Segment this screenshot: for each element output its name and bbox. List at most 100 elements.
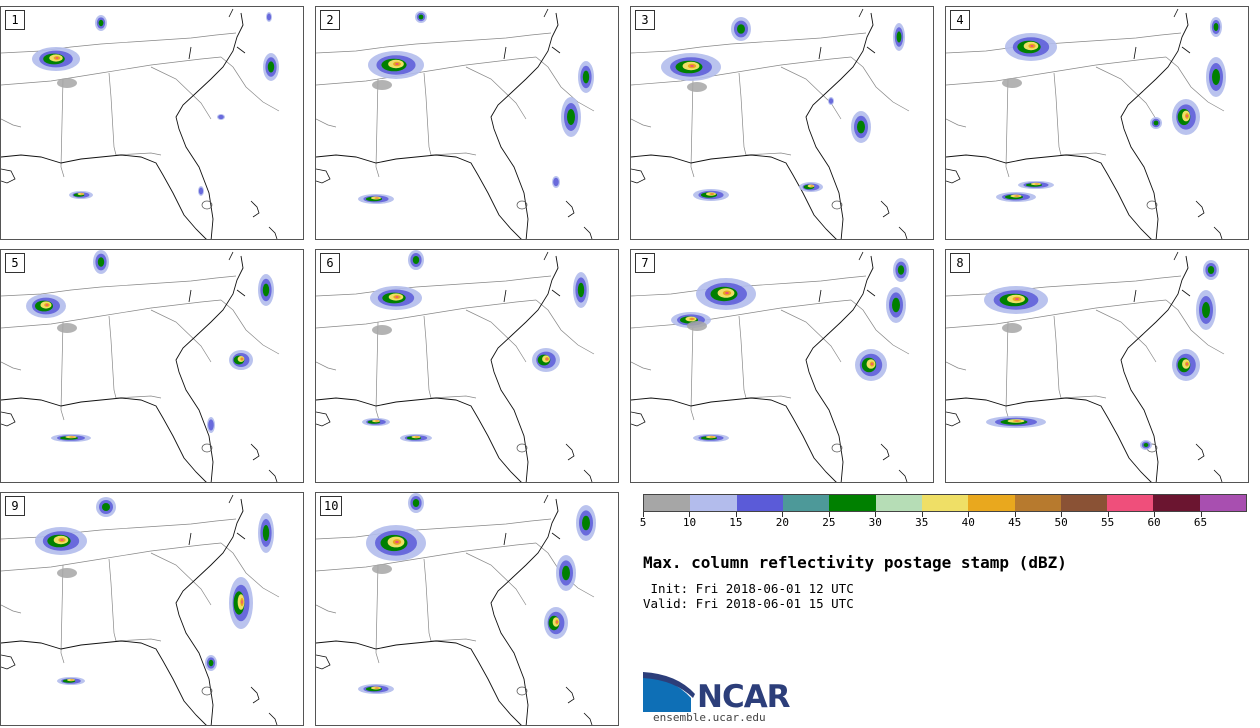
precip-core [98, 19, 104, 27]
colorbar-tick [1061, 512, 1063, 517]
ncar-logo-icon [643, 672, 695, 712]
precip-cell [553, 177, 559, 187]
colorbar-swatch [736, 495, 783, 511]
precip-core [416, 436, 418, 438]
colorbar-tick [875, 512, 877, 517]
init-time: Init: Fri 2018-06-01 12 UTC [643, 581, 854, 596]
colorbar-tick-label: 20 [775, 516, 789, 529]
colorbar-tick [1154, 512, 1156, 517]
precip-core [395, 63, 399, 65]
map-svg [316, 8, 595, 239]
colorbar-tick-label: 10 [682, 516, 697, 529]
colorbar-swatch [1014, 495, 1061, 511]
colorbar-tick-label: 50 [1054, 516, 1068, 529]
member-panel-4: 4 [945, 6, 1249, 240]
light-precip [687, 321, 707, 331]
light-precip [372, 80, 392, 90]
light-precip [372, 325, 392, 335]
precip-core [811, 185, 813, 187]
light-precip [57, 568, 77, 578]
precip-core [71, 679, 73, 681]
member-label: 9 [5, 496, 25, 516]
precip-core [262, 283, 270, 297]
colorbar-tick-label: 60 [1147, 516, 1161, 529]
precip-core [395, 540, 399, 544]
colorbar-tick [782, 512, 784, 517]
colorbar [643, 494, 1247, 512]
precip-core [1143, 443, 1149, 447]
colorbar-tick [1200, 512, 1202, 517]
member-label: 6 [320, 253, 340, 273]
precip-core [577, 282, 585, 298]
colorbar-swatch [782, 495, 830, 511]
precip-core [546, 358, 548, 360]
map-svg [1, 494, 280, 725]
member-panel-2: 2 [315, 6, 619, 240]
map-svg [316, 250, 595, 482]
member-panel-1: 1 [0, 6, 304, 240]
precip-cell [828, 98, 834, 104]
member-label: 4 [950, 10, 970, 30]
precip-core [567, 109, 575, 125]
precip-core [60, 539, 64, 541]
precip-core [1186, 114, 1188, 118]
colorbar-swatch [690, 495, 737, 511]
precip-core [1202, 302, 1210, 318]
precip-core [1015, 420, 1019, 422]
colorbar-tick-label: 15 [729, 516, 743, 529]
precip-core [1186, 362, 1188, 366]
map-svg [946, 251, 1225, 482]
light-precip [372, 564, 392, 574]
precip-core [871, 362, 873, 366]
map-svg [631, 251, 910, 482]
precip-cell [218, 114, 224, 120]
precip-core [1153, 120, 1159, 126]
colorbar-swatch [1107, 495, 1154, 511]
precip-core [690, 318, 694, 320]
precip-core [267, 61, 275, 73]
light-precip [57, 78, 77, 88]
colorbar-swatch [968, 495, 1015, 511]
colorbar-tick-label: 35 [915, 516, 929, 529]
precip-cell [266, 13, 272, 21]
precip-core [710, 193, 714, 195]
light-precip [1002, 323, 1022, 333]
colorbar-swatch [1060, 495, 1108, 511]
precip-core [412, 499, 420, 507]
precip-core [1015, 195, 1019, 197]
member-panel-7: 7 [630, 249, 934, 483]
member-label: 10 [320, 496, 343, 516]
member-label: 7 [635, 253, 655, 273]
precip-core [562, 565, 570, 581]
valid-time: Valid: Fri 2018-06-01 15 UTC [643, 596, 854, 611]
precip-core [97, 257, 105, 267]
precip-core [1212, 69, 1220, 85]
precip-core [1015, 298, 1019, 300]
precip-core [582, 70, 590, 84]
member-panel-10: 10 [315, 492, 619, 726]
colorbar-tick-label: 40 [961, 516, 975, 529]
colorbar-tick [643, 512, 644, 517]
init-valid-info: Init: Fri 2018-06-01 12 UTC Valid: Fri 2… [643, 581, 854, 611]
precip-core [556, 620, 558, 624]
member-panel-9: 9 [0, 492, 304, 726]
precip-cell [198, 187, 204, 195]
colorbar-tick [1107, 512, 1109, 517]
colorbar-swatch [829, 495, 876, 511]
map-svg [1, 250, 280, 482]
precip-core [1030, 45, 1034, 47]
member-label: 2 [320, 10, 340, 30]
precip-core [737, 24, 745, 34]
precip-core [375, 197, 379, 199]
light-precip [687, 82, 707, 92]
colorbar-tick [689, 512, 691, 517]
precip-core [418, 14, 424, 20]
page-title: Max. column reflectivity postage stamp (… [643, 553, 1067, 572]
light-precip [57, 323, 77, 333]
colorbar-ticks: 5 10 15 20 25 30 35 40 45 50 55 60 65 [640, 512, 1247, 538]
member-label: 8 [950, 253, 970, 273]
precip-core [262, 525, 270, 541]
precip-core [208, 659, 214, 667]
member-label: 1 [5, 10, 25, 30]
precip-core [375, 687, 379, 689]
